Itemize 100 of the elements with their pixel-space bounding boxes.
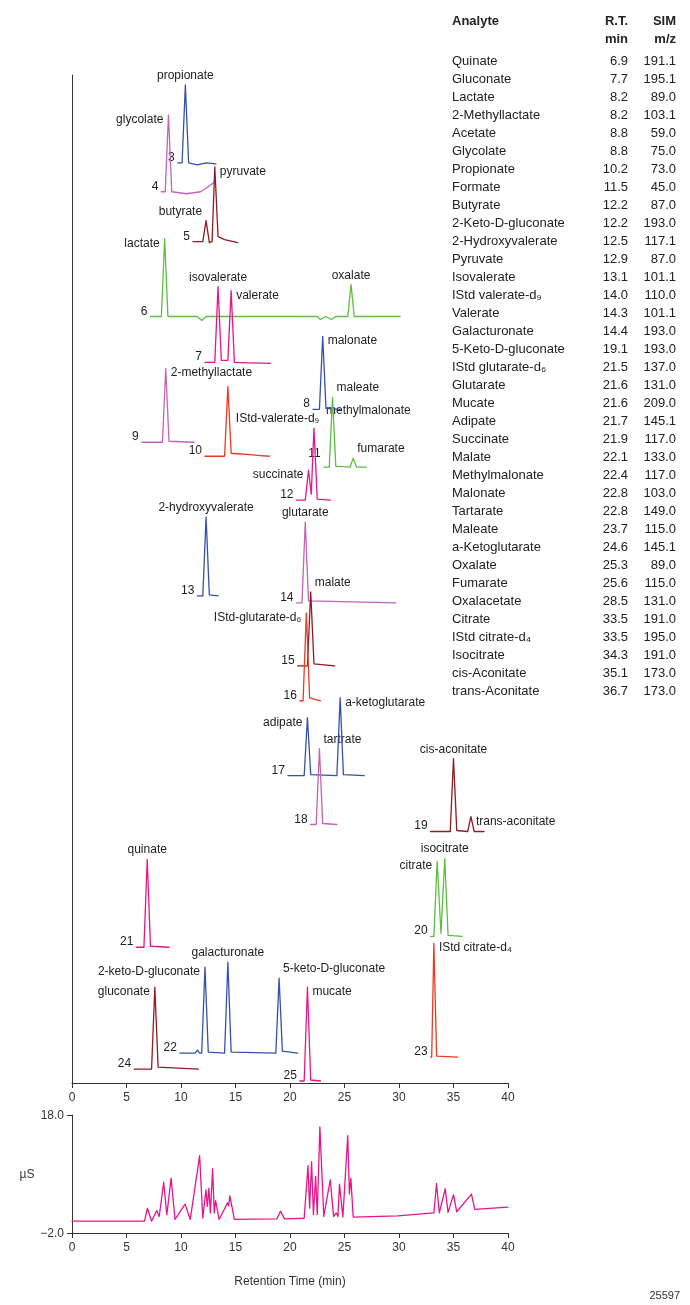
data-label: 8.8 [608,142,628,160]
data-label: 117.0 [643,430,676,448]
data-label: 14.4 [601,322,628,340]
data-label: 101.1 [642,304,676,322]
category-label: IStd glutarate-d₆ [452,358,548,376]
data-label: 115.0 [643,520,676,538]
y-tick-label: −2.0 [40,1226,65,1240]
annotation: 2-keto-D-gluconate [97,964,201,979]
annotation: quinate [127,842,168,857]
data-label: 89.0 [649,88,676,106]
text: Analyte [452,12,500,30]
category-label: Quinate [452,52,499,70]
data-label: 131.0 [642,592,676,610]
data-label: 149.0 [642,502,676,520]
data-label: 11.5 [602,178,628,196]
annotation: IStd citrate-d₄ [438,940,512,955]
series-label: 17 [271,762,286,777]
annotation: isocitrate [420,841,470,856]
category-label: Glutarate [452,376,507,394]
category-label: Pyruvate [452,250,505,268]
category-label: Fumarate [452,574,509,592]
data-label: 115.0 [643,574,676,592]
annotation: malonate [327,333,378,348]
category-label: Tartarate [452,502,505,520]
data-label: 59.0 [649,124,676,142]
x-tick-label: 20 [283,1090,297,1104]
x-tick-label: 40 [501,1240,515,1254]
category-label: Lactate [452,88,496,106]
series-label: 12 [280,487,294,502]
data-label: 103.1 [642,106,676,124]
data-label: 209.0 [642,394,676,412]
annotation: 2-methyllactate [170,365,253,380]
y-axis-title: µS [19,1167,35,1181]
data-label: 28.5 [601,592,628,610]
series-label: 22 [163,1040,178,1055]
data-label: 12.5 [601,232,628,250]
text: SIM m/z [651,12,676,48]
annotation: IStd-valerate-d₉ [235,411,320,426]
data-label: 195.0 [642,628,676,646]
series-label: 19 [414,818,428,833]
category-label: Malate [452,448,493,466]
annotation: oxalate [331,267,371,282]
annotation: glutarate [281,505,329,520]
data-label: 22.8 [601,502,628,520]
data-label: 33.5 [601,628,628,646]
category-label: Adipate [452,412,498,430]
category-label: Citrate [452,610,492,628]
series-label: 14 [280,589,294,604]
x-axis-title: Retention Time (min) [234,1274,346,1288]
x-tick-label: 25 [337,1240,352,1254]
data-label: 191.0 [642,646,676,664]
data-label: 33.5 [601,610,628,628]
annotation: butyrate [158,203,203,218]
data-label: 117.1 [643,232,676,250]
x-tick-label: 40 [501,1090,515,1104]
annotation: IStd-glutarate-d₆ [213,609,302,624]
x-tick-label: 5 [123,1090,131,1104]
category-label: Valerate [452,304,501,322]
data-label: 13.1 [601,268,628,286]
data-label: 23.7 [601,520,628,538]
data-label: 110.0 [643,286,676,304]
data-label: 12.9 [601,250,628,268]
category-label: Succinate [452,430,511,448]
x-tick-label: 25 [337,1090,352,1104]
data-label: 21.6 [601,376,628,394]
annotation: glycolate [116,111,164,126]
data-label: 117.0 [643,466,676,484]
category-label: cis-Aconitate [452,664,528,682]
category-label: Formate [452,178,502,196]
category-label: Oxalate [452,556,498,574]
annotation: lactate [124,235,160,250]
category-label: 2-Keto-D-gluconate [452,214,566,232]
x-tick-label: 0 [68,1090,76,1104]
x-tick-label: 15 [228,1090,243,1104]
data-label: 145.1 [642,412,676,430]
data-label: 45.0 [649,178,676,196]
x-tick-label: 35 [446,1090,461,1104]
x-tick-label: 10 [174,1240,188,1254]
data-label: 193.0 [642,340,676,358]
data-label: 75.0 [649,142,676,160]
series-label: 9 [132,429,140,444]
category-label: Malonate [452,484,507,502]
category-label: 5-Keto-D-gluconate [452,340,566,358]
annotation: gluconate [97,984,151,999]
annotation: succinate [252,467,304,482]
data-label: 14.3 [601,304,628,322]
data-label: 101.1 [642,268,676,286]
line-series [71,1126,509,1222]
series-label: 21 [119,934,134,949]
data-label: 36.7 [601,682,628,700]
data-label: 8.2 [608,88,628,106]
annotation: malate [314,574,352,589]
data-label: 145.1 [642,538,676,556]
data-label: 173.0 [642,664,676,682]
category-label: Propionate [452,160,516,178]
x-tick-label: 20 [283,1240,297,1254]
data-label: 24.6 [601,538,628,556]
annotation: pyruvate [219,163,267,178]
data-label: 131.0 [642,376,676,394]
data-label: 12.2 [601,196,628,214]
